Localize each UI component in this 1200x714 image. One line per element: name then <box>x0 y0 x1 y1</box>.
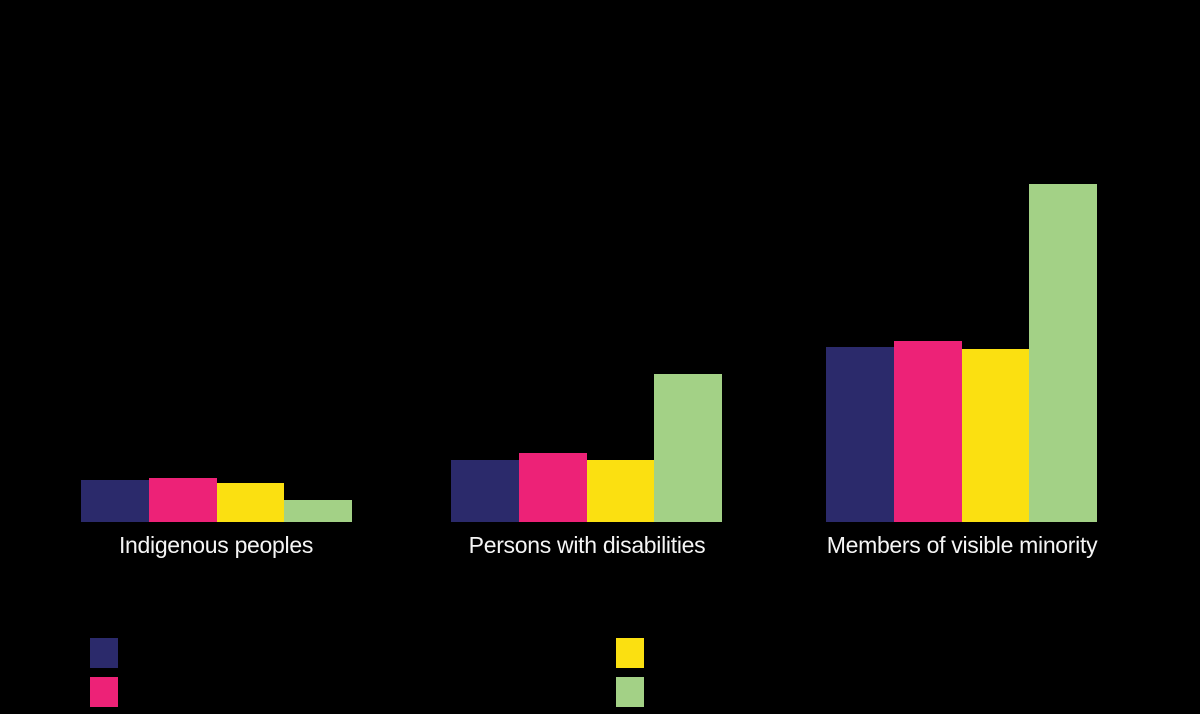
bar-series-1-navy-category-2 <box>826 347 894 522</box>
bar-series-4-green-category-1 <box>654 374 722 522</box>
bar-series-3-yellow-category-1 <box>587 460 654 522</box>
category-label-members-of-visible-minority: Members of visible minority <box>826 532 1098 558</box>
bar-series-2-pink-category-0 <box>149 478 217 522</box>
bar-series-1-navy-category-0 <box>81 480 149 522</box>
legend-swatch-navy <box>90 638 118 668</box>
bar-series-1-navy-category-1 <box>451 460 519 522</box>
bar-series-4-green-category-2 <box>1029 184 1097 522</box>
bar-series-2-pink-category-2 <box>894 341 962 522</box>
category-label-indigenous-peoples: Indigenous peoples <box>118 532 314 558</box>
category-label-persons-with-disabilities: Persons with disabilities <box>468 532 706 558</box>
legend-swatch-green <box>616 677 644 707</box>
legend-swatch-yellow <box>616 638 644 668</box>
bar-series-2-pink-category-1 <box>519 453 587 522</box>
bar-series-3-yellow-category-2 <box>962 349 1029 522</box>
bar-series-3-yellow-category-0 <box>217 483 284 522</box>
legend-swatch-pink <box>90 677 118 707</box>
bar-series-4-green-category-0 <box>284 500 352 522</box>
